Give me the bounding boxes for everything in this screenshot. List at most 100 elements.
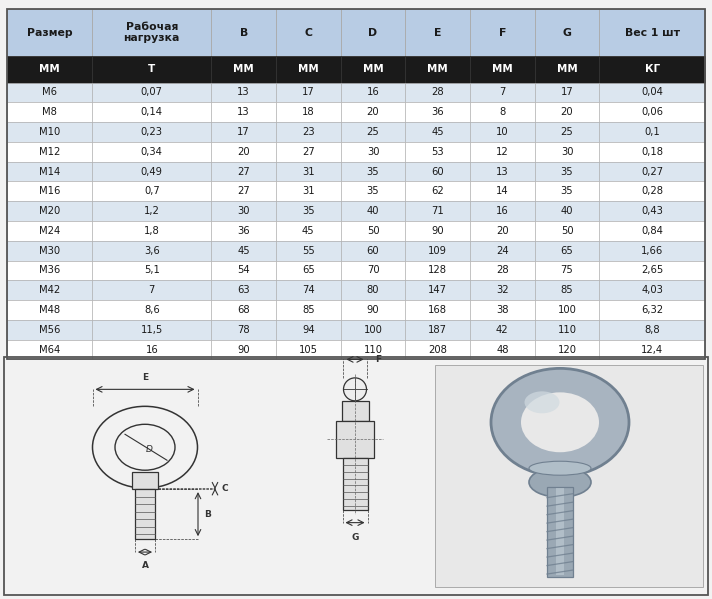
Bar xyxy=(7,181,93,201)
Text: 27: 27 xyxy=(237,186,250,196)
Bar xyxy=(211,300,276,320)
Bar xyxy=(7,221,93,241)
Bar xyxy=(93,102,211,122)
Text: 2,65: 2,65 xyxy=(641,265,664,276)
Text: 35: 35 xyxy=(367,167,379,177)
Text: 45: 45 xyxy=(431,127,444,137)
Bar xyxy=(470,9,535,56)
Bar xyxy=(340,181,405,201)
Text: 94: 94 xyxy=(302,325,315,335)
Text: 105: 105 xyxy=(299,344,318,355)
Ellipse shape xyxy=(525,391,560,413)
Bar xyxy=(600,241,705,261)
Bar xyxy=(336,420,374,458)
Text: М36: М36 xyxy=(39,265,61,276)
Bar xyxy=(470,261,535,280)
Bar xyxy=(470,241,535,261)
Bar xyxy=(276,56,340,83)
Text: 80: 80 xyxy=(367,285,379,295)
Text: 13: 13 xyxy=(496,167,508,177)
Bar xyxy=(600,221,705,241)
Text: 18: 18 xyxy=(302,107,315,117)
Bar xyxy=(600,162,705,181)
Ellipse shape xyxy=(529,461,591,475)
Text: 74: 74 xyxy=(302,285,315,295)
Bar xyxy=(600,102,705,122)
Bar xyxy=(470,340,535,359)
Text: 20: 20 xyxy=(367,107,379,117)
Bar xyxy=(470,142,535,162)
Text: 128: 128 xyxy=(428,265,447,276)
Bar xyxy=(93,241,211,261)
Bar xyxy=(405,300,470,320)
Text: 31: 31 xyxy=(302,167,315,177)
Text: F: F xyxy=(375,355,381,364)
Bar xyxy=(340,261,405,280)
Bar xyxy=(276,162,340,181)
Bar xyxy=(405,241,470,261)
Text: 16: 16 xyxy=(496,206,509,216)
Text: 35: 35 xyxy=(561,167,573,177)
Ellipse shape xyxy=(343,378,367,401)
Text: 16: 16 xyxy=(145,344,158,355)
Text: 71: 71 xyxy=(431,206,444,216)
Bar xyxy=(535,102,600,122)
Bar xyxy=(405,261,470,280)
Text: 20: 20 xyxy=(561,107,573,117)
Bar xyxy=(211,221,276,241)
Text: 13: 13 xyxy=(237,87,250,98)
Text: G: G xyxy=(351,533,359,541)
Bar xyxy=(600,340,705,359)
Text: 120: 120 xyxy=(557,344,577,355)
Bar xyxy=(470,201,535,221)
Text: 0,43: 0,43 xyxy=(642,206,663,216)
Bar xyxy=(276,320,340,340)
Text: М20: М20 xyxy=(39,206,61,216)
Text: 25: 25 xyxy=(560,127,573,137)
Text: М12: М12 xyxy=(39,147,61,157)
Text: 0,1: 0,1 xyxy=(644,127,660,137)
Text: 0,7: 0,7 xyxy=(144,186,159,196)
Text: 90: 90 xyxy=(431,226,444,236)
Text: 30: 30 xyxy=(561,147,573,157)
Text: 5,1: 5,1 xyxy=(144,265,159,276)
Bar xyxy=(600,56,705,83)
Bar xyxy=(340,201,405,221)
Text: 38: 38 xyxy=(496,305,508,315)
Text: 10: 10 xyxy=(496,127,508,137)
Text: 23: 23 xyxy=(302,127,315,137)
Bar xyxy=(276,300,340,320)
Text: 68: 68 xyxy=(237,305,250,315)
Text: 208: 208 xyxy=(428,344,447,355)
Bar xyxy=(535,122,600,142)
Text: 45: 45 xyxy=(302,226,315,236)
Bar xyxy=(600,122,705,142)
Bar xyxy=(535,340,600,359)
Text: 100: 100 xyxy=(557,305,577,315)
Text: E: E xyxy=(434,28,441,38)
Text: М64: М64 xyxy=(39,344,61,355)
Text: 1,66: 1,66 xyxy=(641,246,664,256)
Text: B: B xyxy=(239,28,248,38)
Text: 8,8: 8,8 xyxy=(644,325,660,335)
Text: 0,06: 0,06 xyxy=(641,107,663,117)
Bar xyxy=(470,221,535,241)
Text: 17: 17 xyxy=(560,87,573,98)
Bar xyxy=(535,280,600,300)
Bar xyxy=(535,221,600,241)
Text: 20: 20 xyxy=(496,226,508,236)
Bar xyxy=(276,201,340,221)
Text: М30: М30 xyxy=(39,246,61,256)
Text: 7: 7 xyxy=(499,87,506,98)
Text: 40: 40 xyxy=(561,206,573,216)
Text: 27: 27 xyxy=(302,147,315,157)
Bar xyxy=(535,261,600,280)
Text: М24: М24 xyxy=(39,226,61,236)
Text: ММ: ММ xyxy=(234,65,254,74)
Bar xyxy=(340,300,405,320)
Text: 53: 53 xyxy=(431,147,444,157)
Bar xyxy=(535,320,600,340)
Bar xyxy=(93,340,211,359)
Text: 30: 30 xyxy=(237,206,250,216)
Bar xyxy=(93,83,211,102)
